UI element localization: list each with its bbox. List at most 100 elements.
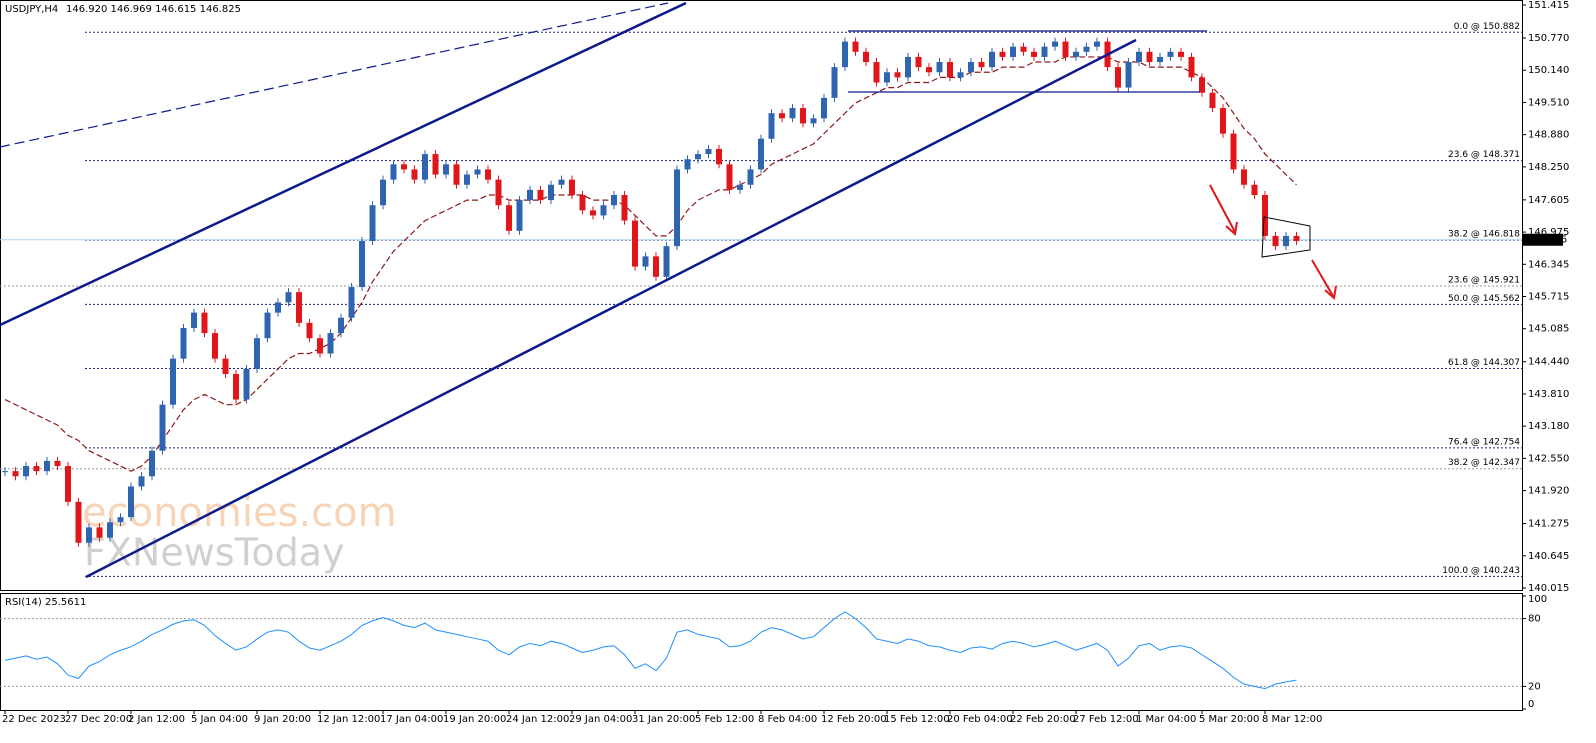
candle — [411, 169, 418, 180]
channel-lower — [85, 38, 1137, 579]
level-label: 38.2 @ 142.347 — [1448, 458, 1520, 468]
level-label: 50.0 @ 145.562 — [1448, 294, 1520, 304]
last-price-label: 146.825 — [1526, 235, 1567, 246]
x-tick-label: 8 Mar 12:00 — [1262, 714, 1322, 725]
candle — [663, 246, 670, 277]
x-tick-label: 5 Mar 20:00 — [1199, 714, 1259, 725]
level-label: 76.4 @ 142.754 — [1448, 437, 1520, 447]
candle — [33, 466, 40, 472]
candle — [65, 466, 71, 502]
candle — [1188, 56, 1195, 78]
y-tick-label: 150.140 — [1528, 65, 1569, 76]
y-tick-label: 150.770 — [1528, 33, 1569, 44]
candle — [1062, 41, 1069, 57]
candle — [936, 62, 943, 73]
candle — [989, 51, 995, 68]
symbol: USDJPY,H4 — [5, 4, 58, 15]
candle — [537, 189, 544, 201]
arrow-head — [1324, 285, 1337, 300]
triangle — [1261, 216, 1311, 258]
x-tick-label: 17 Jan 04:00 — [380, 714, 443, 725]
rsi-line — [4, 611, 1297, 690]
candle — [642, 256, 649, 267]
rsi-tick-label: 100 — [1528, 594, 1547, 605]
x-tick-label: 1 Mar 04:00 — [1136, 714, 1196, 725]
candle — [737, 184, 743, 190]
rsi-title: RSI(14) 25.5611 — [5, 597, 86, 608]
candle — [23, 466, 29, 477]
x-tick-label: 29 Jan 04:00 — [569, 714, 632, 725]
candle — [842, 41, 848, 68]
candle — [1094, 41, 1100, 47]
y-tick-label: 140.645 — [1528, 551, 1569, 562]
candle — [401, 164, 407, 170]
candle — [768, 113, 775, 139]
candle — [1167, 51, 1174, 57]
x-tick-label: 20 Feb 04:00 — [947, 714, 1013, 725]
candle — [632, 220, 638, 267]
price-pane — [0, 0, 1523, 591]
candle — [674, 169, 680, 247]
candle — [1251, 184, 1258, 195]
level-label: 38.2 @ 146.818 — [1448, 230, 1520, 240]
x-tick-label: 24 Jan 12:00 — [506, 714, 569, 725]
x-tick-label: 12 Feb 20:00 — [821, 714, 887, 725]
candle — [1125, 62, 1132, 88]
candle — [474, 169, 481, 175]
candle — [999, 51, 1006, 57]
y-tick-label: 147.605 — [1528, 195, 1569, 206]
y-tick-label: 143.810 — [1528, 389, 1569, 400]
candle — [12, 471, 19, 477]
candle — [915, 56, 922, 68]
candle — [1115, 67, 1121, 88]
candle — [495, 179, 502, 206]
rsi-pane — [0, 593, 1523, 711]
arrow-head — [1225, 221, 1238, 236]
x-tick-label: 22 Feb 20:00 — [1010, 714, 1076, 725]
candle — [821, 97, 827, 119]
y-tick-label: 148.880 — [1528, 130, 1569, 141]
x-tick-label: 22 Dec 2023 — [2, 714, 66, 725]
candle — [149, 450, 155, 477]
candle — [306, 322, 313, 339]
candle — [905, 56, 911, 78]
candle — [1146, 51, 1153, 63]
candle — [380, 179, 386, 206]
y-tick-label: 144.440 — [1528, 357, 1569, 368]
candle — [506, 205, 512, 231]
candle — [852, 41, 859, 52]
candle — [212, 333, 218, 359]
level-label: 61.8 @ 144.307 — [1448, 358, 1520, 368]
candle — [1293, 235, 1300, 242]
x-tick-label: 5 Jan 04:00 — [191, 714, 248, 725]
candle — [1136, 51, 1142, 63]
level-label: 23.6 @ 145.921 — [1448, 275, 1520, 285]
candle — [1262, 194, 1268, 236]
candle — [117, 517, 124, 523]
moving-average — [4, 56, 1297, 472]
candle — [810, 118, 817, 124]
candle — [138, 476, 145, 487]
candle — [159, 404, 166, 451]
candle — [590, 210, 596, 216]
watermark: FXNewsToday — [84, 531, 344, 575]
candle — [926, 67, 932, 73]
candle — [243, 368, 250, 400]
candle — [527, 189, 533, 201]
candle — [831, 67, 838, 98]
candle — [222, 358, 229, 374]
candle — [2, 471, 8, 473]
arrow — [1311, 259, 1334, 297]
candle — [716, 148, 722, 165]
x-tick-label: 8 Feb 04:00 — [758, 714, 817, 725]
candle — [873, 62, 880, 83]
candle — [96, 527, 103, 538]
candle — [789, 108, 796, 119]
candle — [296, 292, 302, 323]
candle — [54, 460, 61, 467]
candle — [1157, 56, 1163, 63]
candle — [705, 148, 712, 155]
plot: 151.415 150.770 150.140 149.510 148.880 148.2… — [0, 0, 1569, 725]
rsi-tick-label: 80 — [1528, 614, 1541, 625]
